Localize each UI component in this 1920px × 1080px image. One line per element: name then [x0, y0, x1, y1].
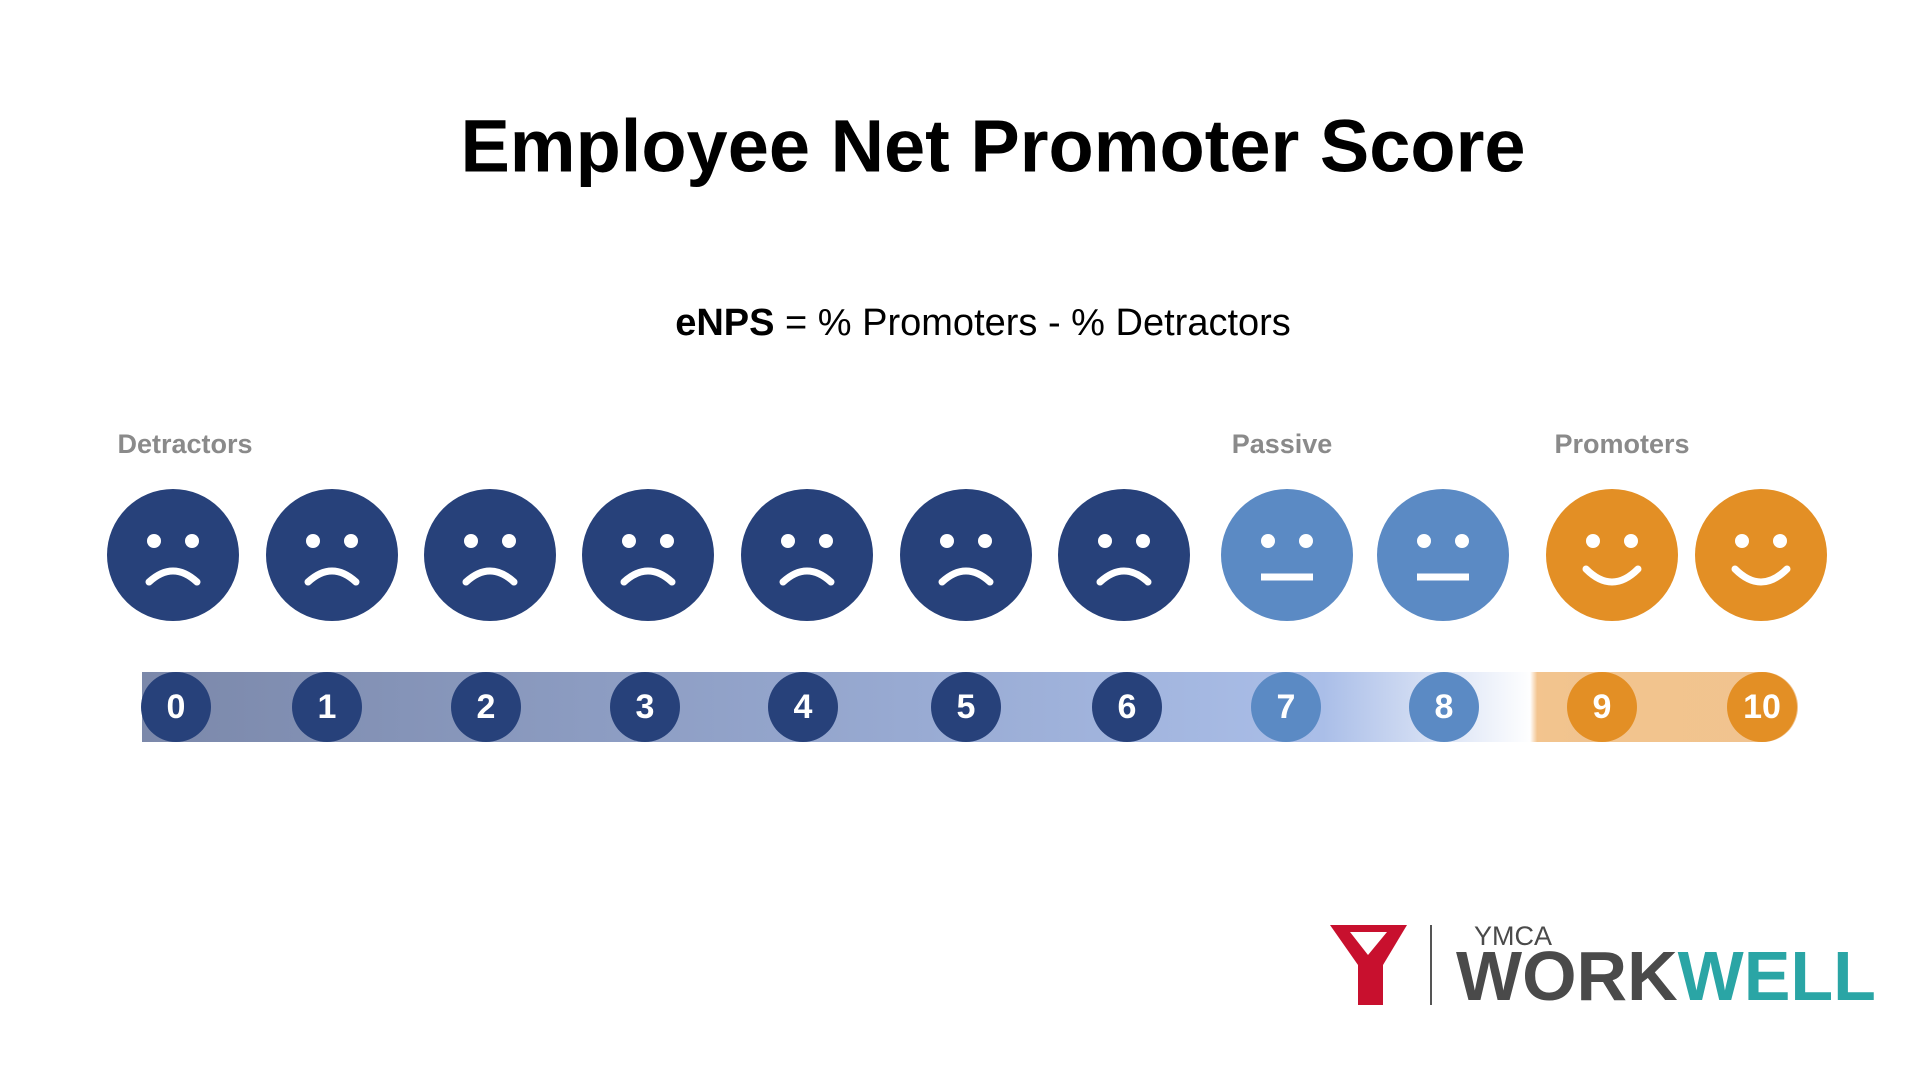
- face-eye: [1098, 534, 1112, 548]
- score-number: 3: [636, 688, 655, 726]
- face: [741, 489, 873, 621]
- score-number: 9: [1593, 688, 1612, 726]
- face-eye: [1417, 534, 1431, 548]
- score-number: 6: [1118, 688, 1137, 726]
- face-eye: [1261, 534, 1275, 548]
- logo-word1: WORK: [1456, 937, 1678, 1015]
- face: [1058, 489, 1190, 621]
- face-eye: [660, 534, 674, 548]
- face-eye: [464, 534, 478, 548]
- score-badge: [1567, 672, 1637, 742]
- score-badge: [1727, 672, 1797, 742]
- face-eye: [1455, 534, 1469, 548]
- face: [1546, 489, 1678, 621]
- face-eye: [622, 534, 636, 548]
- face-eye: [1136, 534, 1150, 548]
- face: [266, 489, 398, 621]
- score-number: 5: [957, 688, 976, 726]
- face: [107, 489, 239, 621]
- face-eye: [502, 534, 516, 548]
- score-number: 2: [477, 688, 496, 726]
- score-number: 1: [318, 688, 337, 726]
- title: Employee Net Promoter Score: [460, 105, 1525, 188]
- score-number: 7: [1277, 688, 1296, 726]
- face-mouth: [145, 567, 201, 586]
- score-badge: [1409, 672, 1479, 742]
- group-label: Detractors: [117, 429, 252, 459]
- score-badge: [610, 672, 680, 742]
- face-mouth: [1096, 567, 1152, 586]
- score-number: 10: [1743, 688, 1781, 726]
- logo-org: YMCA: [1474, 921, 1552, 951]
- face-eye: [1586, 534, 1600, 548]
- formula-definition: = % Promoters - % Detractors: [785, 302, 1291, 344]
- score-badge: [451, 672, 521, 742]
- face-eye: [819, 534, 833, 548]
- face: [1221, 489, 1353, 621]
- face-eye: [940, 534, 954, 548]
- score-badge: [292, 672, 362, 742]
- scale: Detractors 0 1 2 3 4 5 6 Passive 7 8 Promoters 9 10: [107, 429, 1827, 742]
- face-eye: [185, 534, 199, 548]
- score-badge: [931, 672, 1001, 742]
- logo-word2: WELL: [1678, 937, 1876, 1015]
- face-eye: [781, 534, 795, 548]
- face-mouth: [938, 567, 994, 586]
- face-eye: [1773, 534, 1787, 548]
- face-eye: [1624, 534, 1638, 548]
- score-number: 8: [1435, 688, 1454, 726]
- face-eye: [306, 534, 320, 548]
- logo: YMCA WORKWELL: [1330, 921, 1876, 1015]
- formula: eNPS = % Promoters - % Detractors: [675, 302, 1291, 344]
- score-badge: [768, 672, 838, 742]
- face: [900, 489, 1032, 621]
- group-label: Passive: [1232, 429, 1333, 459]
- face-mouth: [620, 567, 676, 586]
- face-mouth: [1582, 565, 1642, 586]
- face-eye: [1735, 534, 1749, 548]
- face-eye: [147, 534, 161, 548]
- score-badge: [141, 672, 211, 742]
- group-label: Promoters: [1554, 429, 1689, 459]
- logo-y-notch: [1350, 932, 1387, 955]
- face-mouth: [304, 567, 360, 586]
- score-number: 4: [794, 688, 813, 726]
- logo-y: [1330, 925, 1407, 1005]
- formula-term: eNPS: [675, 302, 774, 344]
- face-eye: [978, 534, 992, 548]
- score-badge: [1092, 672, 1162, 742]
- face-mouth: [1731, 565, 1791, 586]
- face: [582, 489, 714, 621]
- score-number: 0: [167, 688, 186, 726]
- face: [1377, 489, 1509, 621]
- face: [1695, 489, 1827, 621]
- face: [424, 489, 556, 621]
- face-mouth: [462, 567, 518, 586]
- face-eye: [1299, 534, 1313, 548]
- logo-wordmark: WORKWELL: [1456, 937, 1876, 1015]
- face-mouth: [779, 567, 835, 586]
- face-eye: [344, 534, 358, 548]
- score-badge: [1251, 672, 1321, 742]
